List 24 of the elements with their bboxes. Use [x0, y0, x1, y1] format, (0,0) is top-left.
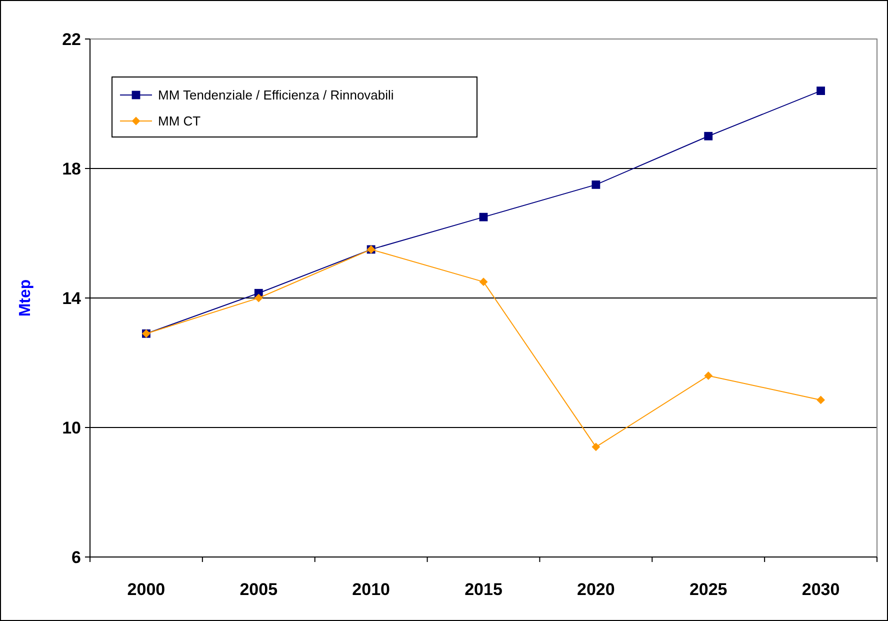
x-tick-label: 2000 — [127, 580, 166, 599]
point — [816, 396, 825, 404]
legend-label: MM Tendenziale / Efficienza / Rinnovabili — [158, 88, 394, 103]
point — [592, 442, 600, 452]
y-tick-label: 22 — [62, 30, 81, 49]
y-tick-label: 6 — [72, 548, 81, 567]
x-tick-label: 2020 — [577, 580, 615, 599]
point — [479, 278, 488, 286]
y-tick-label: 14 — [62, 288, 82, 308]
x-tick-label: 2015 — [464, 580, 502, 599]
legend-label: MM CT — [158, 114, 201, 129]
point — [479, 212, 488, 222]
point — [704, 372, 713, 380]
x-tick-label: 2025 — [689, 580, 728, 599]
x-tick-label: 2010 — [352, 580, 390, 599]
point — [704, 132, 713, 140]
y-axis-title: Mtep — [17, 279, 34, 317]
point — [592, 180, 600, 189]
x-tick-label: 2005 — [240, 580, 278, 599]
point — [254, 294, 263, 302]
x-tick-label: 2030 — [802, 580, 840, 599]
point — [816, 86, 825, 95]
y-tick-label: 10 — [62, 418, 81, 438]
y-tick-label: 18 — [62, 159, 81, 178]
